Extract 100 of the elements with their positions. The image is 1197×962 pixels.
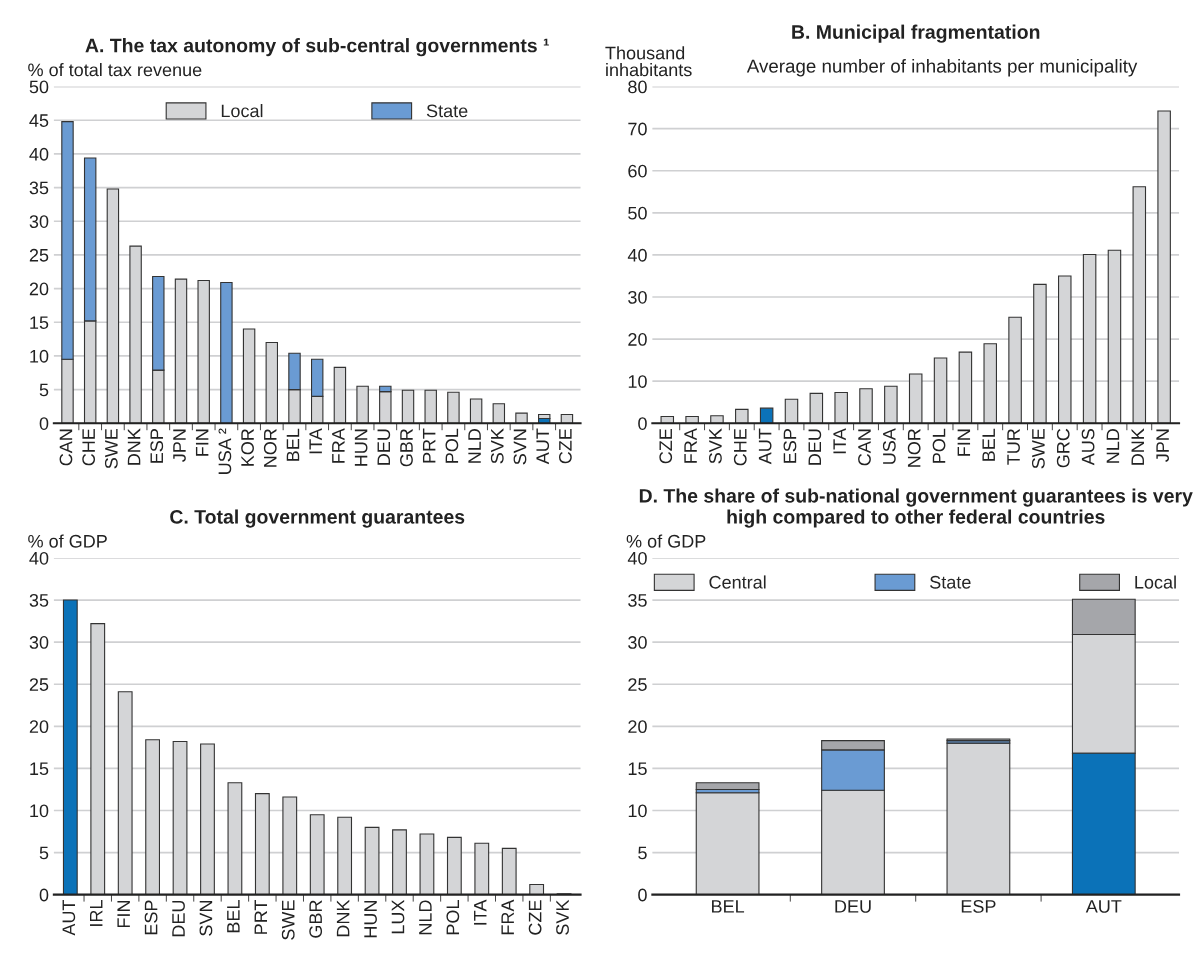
x-tick-label: FRA [501,899,514,935]
x-tick-label: NLD [1106,429,1120,463]
y-tick-label: 50 [628,206,647,220]
x-tick-label: JPN [1156,429,1169,462]
x-tick-label: SVK [709,428,722,464]
y-tick-label: 0 [638,888,647,902]
x-tick-label: ESP [783,429,797,463]
y-tick-label: 35 [29,593,49,607]
x-tick-label: DEU [172,900,185,937]
x-tick-label: DNK [127,428,141,465]
x-tick-label: ESP [144,900,158,935]
x-tick-label: NOR [907,428,921,467]
y-tick-label: 35 [29,181,49,195]
x-tick-label: SVK [490,428,504,464]
y-axis-title: % of GDP [28,534,107,548]
y-tick-label: 25 [29,248,49,262]
x-tick-label: USA ² [218,428,232,474]
x-tick-label: AUT [62,899,76,936]
y-tick-label: 10 [30,349,49,363]
y-tick-label: 80 [628,80,647,94]
x-tick-label: SWE [281,900,295,940]
chart-title: A. The tax autonomy of sub-central governments ¹ [85,38,549,57]
x-tick-label: BEL [982,428,995,461]
x-tick-label: SVK [556,899,569,935]
x-tick-label: AUS [1081,428,1095,466]
y-tick-label: 40 [29,551,49,565]
x-tick-label: FIN [957,429,971,456]
chart-subtitle: Average number of inhabitants per municipality [746,59,1138,77]
x-tick-label: PRT [422,428,436,463]
y-axis-title: Thousand inhabitants [605,46,692,77]
y-axis-title: % of total tax revenue [28,63,202,77]
chart-title: B. Municipal fragmentation [792,24,1040,43]
x-tick-label: CHE [82,428,96,466]
y-tick-label: 50 [29,80,49,94]
y-tick-label: 20 [29,720,49,734]
y-tick-label: 5 [39,846,49,860]
y-tick-label: 0 [39,417,49,430]
x-tick-label: SVN [513,429,527,465]
x-tick-label: IRL [90,900,103,926]
y-tick-label: 10 [628,375,647,388]
y-tick-label: 20 [628,333,647,346]
y-tick-label: 30 [29,215,49,228]
x-tick-label: FIN [117,900,130,928]
x-tick-label: GRC [1056,428,1070,468]
y-tick-label: 60 [628,164,647,178]
x-tick-label: ITA [833,428,846,454]
x-tick-label: CHE [733,428,747,466]
x-tick-label: BEL [712,900,745,913]
x-tick-label: DEU [808,429,822,465]
x-tick-label: CAN [858,429,871,466]
x-tick-label: DNK [1131,428,1144,465]
legend-label: Local [1135,575,1176,589]
x-tick-label: GBR [309,900,323,938]
y-tick-label: 10 [628,804,647,818]
x-tick-label: NOR [263,428,277,467]
y-tick-label: 45 [29,114,49,127]
x-tick-label: AUT [758,428,772,465]
y-tick-label: 40 [29,147,49,161]
x-tick-label: GBR [400,428,413,467]
x-tick-label: JPN [173,429,186,462]
x-tick-label: SWE [1031,428,1045,469]
y-tick-label: 15 [30,762,49,776]
y-tick-label: 20 [628,720,647,734]
x-tick-label: KOR [241,428,254,466]
x-tick-label: HUN [364,900,377,938]
y-tick-label: 40 [627,248,647,262]
x-tick-label: ESP [150,429,164,463]
x-tick-label: SWE [104,428,118,469]
y-tick-label: 35 [628,593,647,607]
y-tick-label: 30 [29,636,49,649]
x-tick-label: POL [932,428,946,463]
x-tick-label: AUT [536,428,550,465]
y-tick-label: 10 [30,804,49,818]
x-tick-label: DEU [377,429,391,465]
legend-label: State [930,575,971,589]
y-tick-label: 15 [30,316,49,329]
y-tick-label: 30 [628,290,647,304]
x-tick-label: FRA [332,428,345,463]
x-tick-label: FIN [195,429,209,456]
y-tick-label: 5 [638,846,647,860]
y-tick-label: 25 [29,678,49,691]
x-tick-label: HUN [354,429,368,466]
x-tick-label: PRT [254,899,268,934]
legend-label: State [426,104,468,118]
y-tick-label: 5 [39,383,49,397]
y-axis-title: % of GDP [626,534,706,548]
x-tick-label: ITA [474,899,487,925]
x-tick-label: FRA [684,428,697,463]
y-tick-label: 25 [628,678,647,691]
chart-title: C. Total government guarantees [170,509,465,528]
y-tick-label: 20 [29,282,49,296]
x-tick-label: ESP [961,900,996,913]
y-tick-label: 15 [628,762,647,776]
x-tick-label: BEL [227,900,240,933]
legend-label: Central [709,575,766,589]
x-tick-label: TUR [1007,428,1020,465]
y-tick-label: 40 [627,551,647,565]
y-tick-label: 0 [638,417,647,430]
x-tick-label: CAN [59,429,73,466]
y-tick-label: 0 [39,888,49,902]
